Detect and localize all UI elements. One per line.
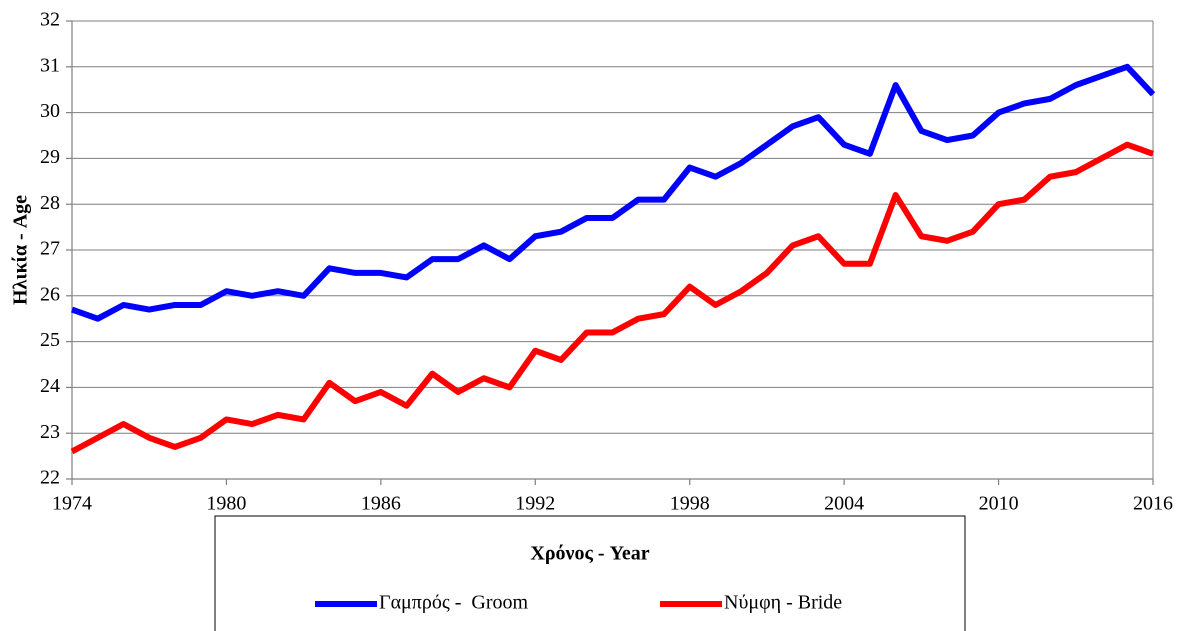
y-tick-label: 29 [40, 146, 60, 168]
y-tick-label: 28 [40, 192, 60, 214]
y-axis-label: Ηλικία - Age [10, 195, 32, 305]
y-tick-label: 26 [40, 283, 60, 305]
y-tick-label: 24 [40, 375, 60, 397]
x-tick-label: 1980 [206, 493, 246, 515]
x-axis-label: Χρόνος - Year [530, 543, 649, 565]
legend-box [214, 515, 966, 631]
legend-label: Γαμπρός - Groom [379, 592, 529, 614]
x-tick-label: 1992 [515, 493, 555, 515]
x-tick-label: 2010 [979, 493, 1019, 515]
x-tick-label: 2004 [824, 493, 864, 515]
y-tick-label: 31 [40, 54, 60, 76]
y-tick-label: 23 [40, 421, 60, 443]
y-tick-label: 22 [40, 467, 60, 489]
x-tick-label: 2016 [1133, 493, 1173, 515]
x-tick-label: 1974 [52, 493, 92, 515]
y-tick-label: 32 [40, 9, 60, 31]
data-line [70, 141, 1155, 455]
y-tick-label: 30 [40, 100, 60, 122]
x-tick-label: 1998 [670, 493, 710, 515]
y-tick-label: 25 [40, 329, 60, 351]
y-tick-label: 27 [40, 238, 60, 260]
data-line [70, 63, 1156, 322]
x-tick-label: 1986 [361, 493, 401, 515]
legend-label: Νύμφη - Bride [724, 592, 842, 614]
